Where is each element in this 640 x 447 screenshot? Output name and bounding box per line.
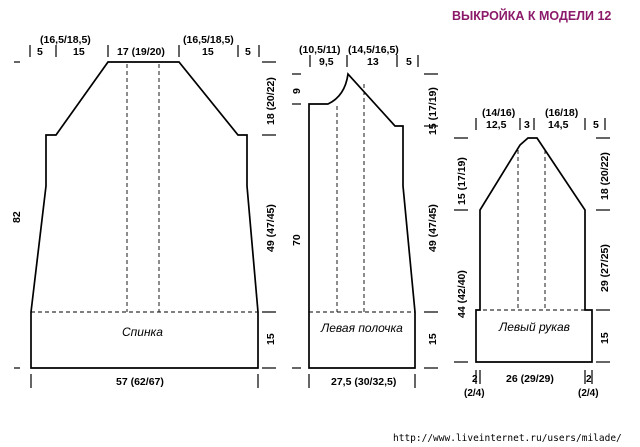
back-top-dim-bar bbox=[29, 45, 260, 57]
sleeve-top-right-width: 14,5 bbox=[548, 119, 569, 131]
front-top-left-width: 9,5 bbox=[319, 56, 334, 68]
front-right-dim-ticks bbox=[424, 73, 438, 369]
sleeve-top-right-group: (16/18) bbox=[545, 107, 578, 119]
sleeve-label: Левый рукав bbox=[498, 320, 570, 334]
back-top-right-width: 15 bbox=[202, 46, 214, 58]
sleeve-bottom-right-side: 2 bbox=[586, 374, 592, 385]
back-right-upper: 18 (20/22) bbox=[265, 77, 277, 125]
sleeve-left-lower: 44 (42/40) bbox=[456, 270, 468, 318]
front-right-middle: 49 (47/45) bbox=[427, 204, 439, 252]
sleeve-top-margin-right: 5 bbox=[593, 119, 599, 131]
back-top-left-width: 15 bbox=[73, 46, 85, 58]
sleeve-top-left-width: 12,5 bbox=[486, 119, 507, 131]
back-right-dim-ticks bbox=[262, 61, 276, 369]
front-piece: Левая полочка (10,5/11) (14,5/16,5) 9,5 … bbox=[291, 44, 439, 388]
sleeve-outline bbox=[475, 137, 593, 363]
sleeve-top-left-group: (14/16) bbox=[482, 107, 515, 119]
sleeve-bottom-width: 26 (29/29) bbox=[506, 373, 554, 385]
back-bottom-width: 57 (62/67) bbox=[116, 376, 164, 388]
sleeve-bottom-left-side: 2 bbox=[472, 374, 478, 385]
back-piece: Спинка (16,5/18,5) (16,5/18,5) 5 15 17 (… bbox=[11, 34, 277, 388]
sleeve-left-dim-ticks bbox=[454, 137, 468, 363]
back-label: Спинка bbox=[122, 325, 163, 339]
front-bottom-width: 27,5 (30/32,5) bbox=[331, 376, 396, 388]
sleeve-right-dim-ticks bbox=[596, 137, 610, 363]
front-height-total: 70 bbox=[291, 234, 303, 246]
back-top-margin-left: 5 bbox=[37, 46, 43, 58]
front-right-lower: 15 bbox=[427, 333, 439, 345]
back-top-right-group: (16,5/18,5) bbox=[183, 34, 234, 46]
front-neck-depth: 9 bbox=[291, 88, 303, 94]
sleeve-top-center: 3 bbox=[524, 119, 530, 131]
front-top-right-width: 13 bbox=[367, 56, 379, 68]
sleeve-right-middle: 29 (27/25) bbox=[599, 244, 611, 292]
sleeve-bottom-dim-ticks bbox=[475, 370, 593, 384]
sleeve-right-upper: 18 (20/22) bbox=[599, 152, 611, 200]
back-right-lower: 15 bbox=[265, 333, 277, 345]
back-right-middle: 49 (47/45) bbox=[265, 204, 277, 252]
sleeve-right-lower: 15 bbox=[599, 332, 611, 344]
front-right-upper: 15 (17/19) bbox=[427, 87, 439, 135]
sleeve-top-dim-bar bbox=[475, 118, 606, 130]
sleeve-bottom-left-side-sub: (2/4) bbox=[464, 388, 485, 399]
sleeve-left-upper: 15 (17/19) bbox=[456, 157, 468, 205]
front-top-margin-right: 5 bbox=[406, 56, 412, 68]
front-top-dim-bar bbox=[309, 55, 419, 67]
front-left-dim-ticks bbox=[292, 73, 301, 369]
front-label: Левая полочка bbox=[320, 321, 403, 335]
pattern-title: ВЫКРОЙКА К МОДЕЛИ 12 bbox=[452, 8, 611, 23]
watermark-url: http://www.liveinternet.ru/users/milade/ bbox=[393, 433, 622, 444]
front-top-right-group: (14,5/16,5) bbox=[348, 44, 399, 56]
back-top-center: 17 (19/20) bbox=[117, 46, 165, 58]
back-top-margin-right: 5 bbox=[245, 46, 251, 58]
front-top-left-group: (10,5/11) bbox=[299, 44, 340, 56]
sleeve-bottom-right-side-sub: (2/4) bbox=[578, 388, 599, 399]
back-outline bbox=[30, 61, 259, 369]
back-height-total: 82 bbox=[11, 211, 23, 223]
sleeve-piece: Левый рукав (14/16) (16/18) 12,5 3 14,5 … bbox=[454, 107, 611, 399]
back-top-left-group: (16,5/18,5) bbox=[40, 34, 91, 46]
